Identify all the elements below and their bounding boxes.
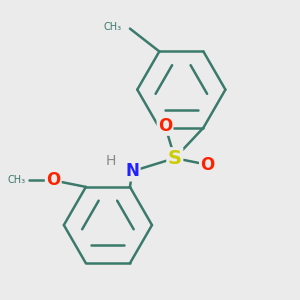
Text: O: O	[158, 116, 172, 134]
Text: O: O	[200, 156, 214, 174]
Text: H: H	[106, 154, 116, 168]
Text: CH₃: CH₃	[8, 176, 26, 185]
Text: CH₃: CH₃	[104, 22, 122, 32]
Text: N: N	[125, 162, 139, 180]
Text: O: O	[46, 171, 60, 189]
Text: S: S	[168, 149, 182, 168]
